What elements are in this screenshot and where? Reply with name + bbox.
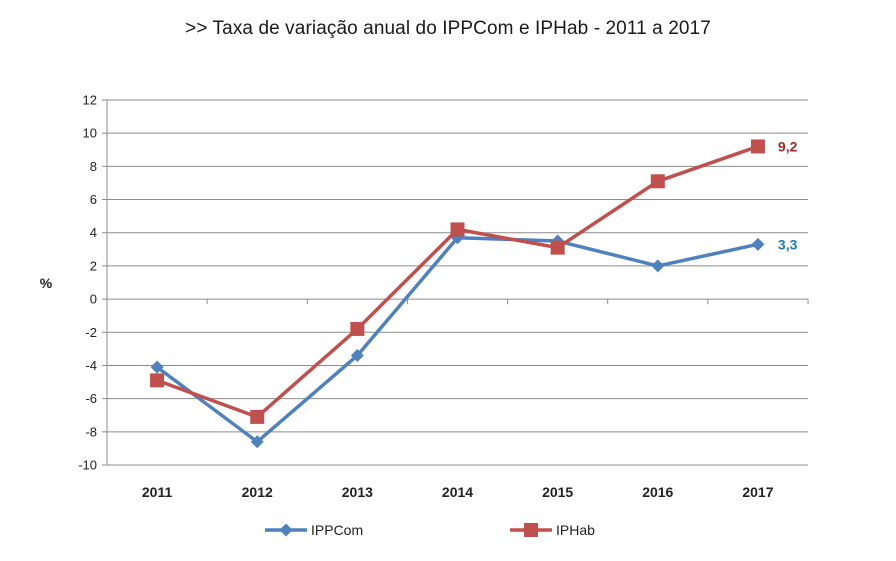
legend-item-iphab: IPHab (510, 522, 595, 538)
y-tick-label: 0 (90, 292, 97, 307)
y-tick-label: 2 (90, 258, 97, 273)
series-line (156, 235, 759, 444)
chart-title: >> Taxa de variação anual do IPPCom e IP… (185, 18, 711, 39)
data-point (150, 360, 164, 374)
x-tick-label: 2013 (342, 484, 373, 500)
data-point (524, 523, 538, 537)
x-tick-label: 2011 (142, 484, 173, 500)
data-point (750, 139, 765, 154)
y-tick-label: 12 (83, 93, 97, 108)
y-tick-label: -6 (85, 391, 97, 406)
y-tick-label: -2 (85, 325, 97, 340)
data-point (350, 349, 364, 362)
y-tick-label: 10 (83, 126, 97, 141)
y-tick-label: 4 (90, 225, 97, 240)
data-point (651, 259, 665, 273)
series-line (156, 144, 759, 419)
axes (102, 99, 809, 466)
series-iphab: 9,2 (150, 138, 798, 424)
legend-label: IPHab (556, 522, 595, 538)
data-point (650, 174, 665, 189)
series-ippcom: 3,3 (150, 231, 798, 449)
grid-lines (107, 99, 808, 466)
legend-item-ippcom: IPPCom (265, 522, 363, 538)
y-tick-label: 8 (90, 159, 97, 174)
tick-labels: 12 10 8 6 4 2 0 -2 -4 -6 -8 -10 2011 2012 2013 2014 2015… (40, 93, 774, 501)
x-tick-label: 2016 (642, 484, 673, 500)
data-point (250, 435, 264, 449)
data-label: 3,3 (778, 236, 798, 252)
legend: IPPCom IPHab (265, 522, 595, 538)
data-label: 9,2 (778, 138, 798, 154)
x-tick-label: 2012 (242, 484, 273, 500)
data-point (751, 237, 765, 251)
data-point (450, 222, 465, 237)
x-tick-label: 2017 (742, 484, 773, 500)
y-axis-label: % (40, 275, 53, 291)
y-tick-label: -10 (78, 458, 97, 473)
y-tick-label: -8 (85, 424, 97, 439)
series-lines: 3,3 9,2 (150, 138, 798, 449)
data-point (250, 409, 265, 424)
data-point (150, 373, 165, 388)
x-tick-label: 2015 (542, 484, 573, 500)
x-tick-label: 2014 (442, 484, 473, 500)
data-point (550, 240, 565, 255)
legend-label: IPPCom (311, 522, 363, 538)
data-point (279, 523, 293, 537)
y-tick-label: -4 (85, 358, 97, 373)
y-tick-label: 6 (90, 192, 97, 207)
data-point (350, 321, 365, 336)
